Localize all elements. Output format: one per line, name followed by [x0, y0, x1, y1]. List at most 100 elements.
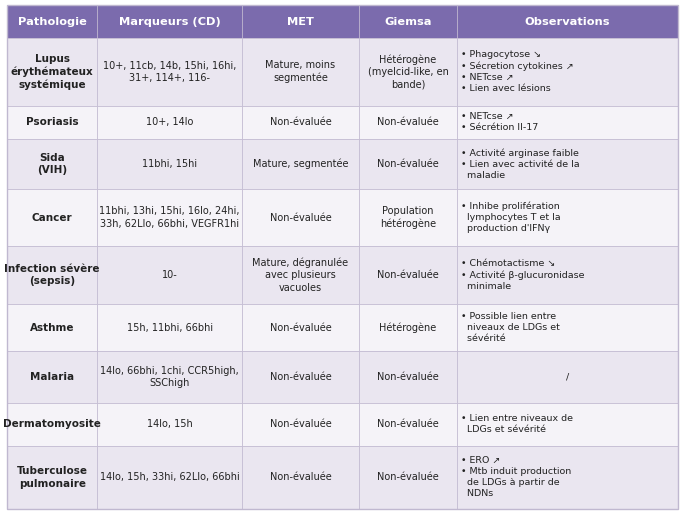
- Text: /: /: [566, 373, 569, 381]
- Bar: [242, 5, 359, 38]
- Text: Non-évaluée: Non-évaluée: [270, 372, 332, 382]
- Text: Asthme: Asthme: [30, 323, 75, 333]
- Bar: [7, 5, 97, 38]
- Text: Non-évaluée: Non-évaluée: [270, 213, 332, 223]
- Bar: [359, 5, 457, 38]
- Bar: [97, 189, 242, 246]
- Bar: [242, 106, 359, 139]
- Text: Non-évaluée: Non-évaluée: [377, 472, 439, 482]
- Bar: [7, 403, 97, 446]
- Text: Giemsa: Giemsa: [384, 16, 432, 27]
- Bar: [97, 5, 242, 38]
- Bar: [97, 139, 242, 189]
- Text: Mature, dégranulée
avec plusieurs
vacuoles: Mature, dégranulée avec plusieurs vacuol…: [253, 258, 349, 292]
- Bar: [242, 446, 359, 509]
- Text: Lupus
érythémateux
systémique: Lupus érythémateux systémique: [11, 54, 94, 90]
- Text: • Lien entre niveaux de
  LDGs et sévérité: • Lien entre niveaux de LDGs et sévérité: [461, 414, 573, 434]
- Text: Non-évaluée: Non-évaluée: [270, 323, 332, 333]
- Text: 11bhi, 15hi: 11bhi, 15hi: [142, 159, 197, 169]
- Text: Population
hétérogène: Population hétérogène: [380, 206, 436, 229]
- Text: 10-: 10-: [162, 270, 177, 280]
- Bar: [359, 106, 457, 139]
- Text: Observations: Observations: [525, 16, 610, 27]
- Bar: [97, 38, 242, 106]
- Text: • Inhibe prolifération
  lymphocytes T et la
  production d'IFNγ: • Inhibe prolifération lymphocytes T et …: [461, 202, 560, 233]
- Bar: [97, 106, 242, 139]
- Text: Dermatomyosite: Dermatomyosite: [3, 419, 101, 429]
- Bar: [457, 139, 678, 189]
- Bar: [97, 351, 242, 403]
- Text: 10+, 11cb, 14b, 15hi, 16hi,
31+, 114+, 116-: 10+, 11cb, 14b, 15hi, 16hi, 31+, 114+, 1…: [103, 61, 236, 83]
- Text: 14lo, 15h: 14lo, 15h: [147, 419, 192, 429]
- Text: Non-évaluée: Non-évaluée: [377, 419, 439, 429]
- Text: Non-évaluée: Non-évaluée: [270, 472, 332, 482]
- Text: 14lo, 66bhi, 1chi, CCR5high,
SSChigh: 14lo, 66bhi, 1chi, CCR5high, SSChigh: [100, 366, 239, 388]
- Text: Non-évaluée: Non-évaluée: [270, 419, 332, 429]
- Text: • Possible lien entre
  niveaux de LDGs et
  sévérité: • Possible lien entre niveaux de LDGs et…: [461, 312, 560, 343]
- Text: 15h, 11bhi, 66bhi: 15h, 11bhi, 66bhi: [127, 323, 213, 333]
- Bar: [359, 38, 457, 106]
- Text: Mature, segmentée: Mature, segmentée: [253, 159, 348, 169]
- Bar: [359, 403, 457, 446]
- Bar: [97, 446, 242, 509]
- Text: • Chémotactisme ↘
• Activité β-glucuronidase
  minimale: • Chémotactisme ↘ • Activité β-glucuroni…: [461, 259, 584, 291]
- Text: Non-évaluée: Non-évaluée: [377, 159, 439, 169]
- Bar: [242, 351, 359, 403]
- Bar: [7, 351, 97, 403]
- Text: Mature, moins
segmentée: Mature, moins segmentée: [266, 61, 336, 83]
- Text: 10+, 14lo: 10+, 14lo: [146, 117, 193, 127]
- Text: Malaria: Malaria: [30, 372, 74, 382]
- Bar: [7, 106, 97, 139]
- Text: MET: MET: [287, 16, 314, 27]
- Bar: [7, 446, 97, 509]
- Bar: [359, 351, 457, 403]
- Bar: [457, 189, 678, 246]
- Bar: [7, 304, 97, 351]
- Text: • Phagocytose ↘
• Sécretion cytokines ↗
• NETcse ↗
• Lien avec lésions: • Phagocytose ↘ • Sécretion cytokines ↗ …: [461, 50, 573, 94]
- Text: 14lo, 15h, 33hi, 62Llo, 66bhi: 14lo, 15h, 33hi, 62Llo, 66bhi: [100, 472, 240, 482]
- Bar: [7, 139, 97, 189]
- Text: Infection sévère
(sepsis): Infection sévère (sepsis): [4, 264, 100, 286]
- Text: Cancer: Cancer: [32, 213, 73, 223]
- Bar: [359, 446, 457, 509]
- Text: Hétérogène: Hétérogène: [379, 322, 436, 333]
- Text: Tuberculose
pulmonaire: Tuberculose pulmonaire: [16, 466, 88, 488]
- Text: Pathologie: Pathologie: [18, 16, 86, 27]
- Bar: [242, 139, 359, 189]
- Text: 11bhi, 13hi, 15hi, 16lo, 24hi,
33h, 62Llo, 66bhi, VEGFR1hi: 11bhi, 13hi, 15hi, 16lo, 24hi, 33h, 62Ll…: [99, 207, 240, 229]
- Bar: [7, 246, 97, 304]
- Bar: [457, 304, 678, 351]
- Bar: [457, 38, 678, 106]
- Bar: [457, 106, 678, 139]
- Text: • ERO ↗
• Mtb induit production
  de LDGs à partir de
  NDNs: • ERO ↗ • Mtb induit production de LDGs …: [461, 456, 571, 499]
- Text: • Activité arginase faible
• Lien avec activité de la
  maladie: • Activité arginase faible • Lien avec a…: [461, 148, 580, 180]
- Text: Non-évaluée: Non-évaluée: [377, 117, 439, 127]
- Bar: [457, 403, 678, 446]
- Bar: [242, 304, 359, 351]
- Bar: [242, 246, 359, 304]
- Bar: [457, 5, 678, 38]
- Bar: [457, 446, 678, 509]
- Bar: [359, 189, 457, 246]
- Bar: [97, 246, 242, 304]
- Bar: [242, 38, 359, 106]
- Bar: [359, 139, 457, 189]
- Bar: [97, 304, 242, 351]
- Bar: [359, 304, 457, 351]
- Bar: [242, 403, 359, 446]
- Bar: [242, 189, 359, 246]
- Text: Psoriasis: Psoriasis: [26, 117, 79, 127]
- Text: • NETcse ↗
• Sécrétion II-17: • NETcse ↗ • Sécrétion II-17: [461, 113, 538, 133]
- Text: Non-évaluée: Non-évaluée: [270, 117, 332, 127]
- Text: Hétérogène
(myelcid-like, en
bande): Hétérogène (myelcid-like, en bande): [368, 54, 449, 89]
- Bar: [457, 351, 678, 403]
- Bar: [359, 246, 457, 304]
- Text: Non-évaluée: Non-évaluée: [377, 270, 439, 280]
- Bar: [7, 38, 97, 106]
- Bar: [97, 403, 242, 446]
- Bar: [7, 189, 97, 246]
- Text: Non-évaluée: Non-évaluée: [377, 372, 439, 382]
- Text: Sida
(VIH): Sida (VIH): [37, 153, 67, 175]
- Text: Marqueurs (CD): Marqueurs (CD): [119, 16, 221, 27]
- Bar: [457, 246, 678, 304]
